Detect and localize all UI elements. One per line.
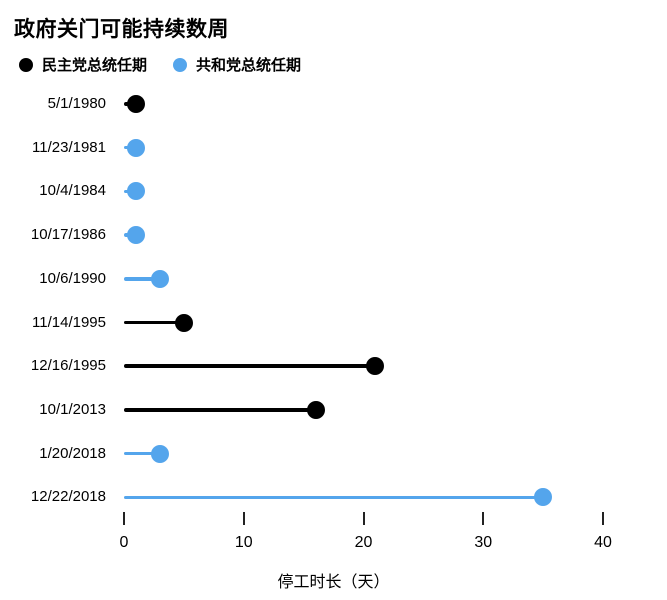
category-label: 12/16/1995 — [30, 357, 106, 375]
democrat-dot-icon — [19, 57, 33, 72]
x-axis-tick — [362, 512, 365, 525]
x-axis-tick-label: 20 — [354, 534, 373, 551]
x-axis-tick — [123, 512, 125, 525]
chart-title: 政府关门可能持续数周 — [14, 18, 229, 41]
x-axis-tick — [242, 512, 245, 525]
lollipop-dot — [126, 182, 145, 201]
category-label: 10/6/1990 — [39, 269, 106, 287]
category-label: 5/1/1980 — [47, 95, 106, 112]
lollipop-dot — [126, 95, 145, 113]
lollipop-stem — [124, 364, 376, 368]
legend-label-democrat: 民主党总统任期 — [42, 57, 148, 74]
x-axis-tick-label: 0 — [119, 534, 129, 551]
x-axis-tick-label: 30 — [474, 534, 493, 551]
lollipop-stem — [124, 408, 316, 412]
lollipop-dot — [126, 138, 145, 157]
category-label: 10/17/1986 — [30, 226, 106, 244]
lollipop-dot — [126, 226, 145, 245]
lollipop-dot — [534, 488, 553, 507]
category-label: 12/22/2018 — [30, 488, 106, 506]
category-label: 1/20/2018 — [39, 444, 106, 462]
x-axis-tick — [482, 512, 485, 525]
republican-dot-icon — [173, 57, 188, 72]
lollipop-stem — [124, 320, 184, 325]
category-label: 10/1/2013 — [39, 400, 106, 418]
lollipop-dot — [150, 444, 169, 463]
category-label: 11/14/1995 — [32, 313, 106, 331]
legend-item-democrat: 民主党总统任期 — [19, 54, 147, 75]
category-label: 10/4/1984 — [39, 182, 106, 200]
legend-item-republican: 共和党总统任期 — [173, 54, 301, 75]
lollipop-dot — [150, 269, 169, 288]
lollipop-dot — [306, 400, 325, 419]
lollipop-dot — [174, 313, 193, 332]
x-axis-tick — [602, 512, 604, 525]
chart-legend: 民主党总统任期 共和党总统任期 — [19, 54, 301, 75]
lollipop-stem — [124, 277, 160, 281]
x-axis-tick-label: 10 — [234, 534, 253, 551]
lollipop-stem — [124, 495, 544, 500]
x-axis-tick-label: 40 — [594, 534, 612, 551]
lollipop-dot — [366, 357, 385, 376]
category-label: 11/23/1981 — [32, 138, 106, 156]
x-axis-title: 停工时长（天） — [277, 574, 390, 591]
lollipop-stem — [124, 451, 160, 456]
legend-label-republican: 共和党总统任期 — [196, 57, 302, 74]
